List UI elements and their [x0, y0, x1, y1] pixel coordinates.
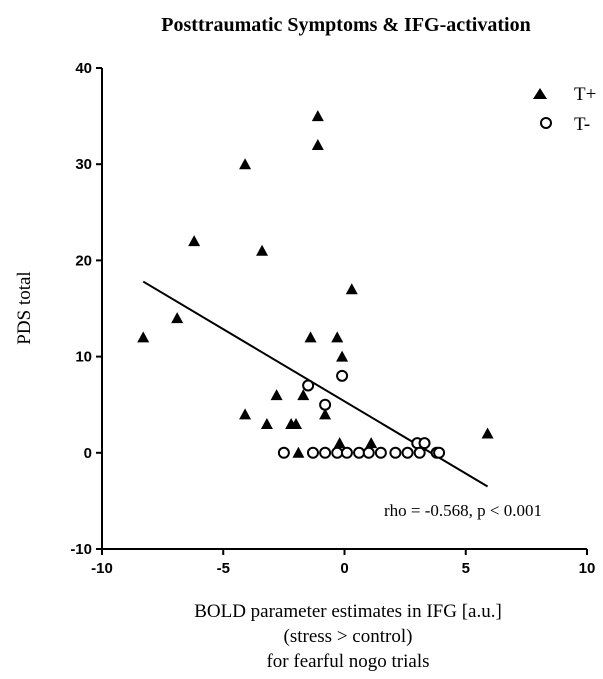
point-t-minus — [302, 379, 315, 392]
y-tick-label: 40 — [75, 60, 92, 77]
point-t-plus — [304, 331, 317, 343]
point-t-plus — [239, 408, 252, 420]
legend: T+ T- — [533, 84, 596, 135]
point-t-minus — [336, 369, 349, 382]
point-t-plus — [331, 331, 344, 343]
legend-triangle-marker — [533, 88, 547, 99]
point-t-minus — [413, 446, 426, 459]
correlation-annotation: rho = -0.568, p < 0.001 — [384, 501, 542, 520]
point-t-plus — [256, 244, 269, 256]
y-tick-label: 20 — [75, 252, 92, 269]
point-t-plus — [345, 283, 358, 295]
legend-label-t-minus: T- — [574, 114, 590, 135]
point-t-plus — [481, 427, 494, 439]
point-t-plus — [297, 389, 310, 401]
point-t-minus — [319, 446, 332, 459]
regression-line — [142, 280, 489, 488]
y-axis-label: PDS total — [14, 271, 35, 344]
point-t-minus — [401, 446, 414, 459]
point-t-plus — [333, 437, 346, 449]
point-t-minus — [277, 446, 290, 459]
point-t-plus — [290, 417, 302, 429]
point-t-plus — [319, 408, 332, 420]
point-t-minus — [374, 446, 387, 459]
y-tick-label: -10 — [70, 541, 92, 558]
x-axis-ticks: -10 -5 0 5 10 — [91, 549, 595, 577]
x-axis-label-line-3: for fearful nogo trials — [266, 651, 429, 672]
data-points — [137, 110, 494, 459]
point-t-minus — [389, 446, 402, 459]
point-t-plus — [336, 350, 349, 362]
point-t-plus — [260, 417, 273, 429]
point-t-minus — [331, 446, 344, 459]
x-tick-label: 5 — [462, 560, 470, 577]
y-axis-ticks: -10 0 10 20 30 40 — [70, 60, 102, 558]
x-axis-label-line-2: (stress > control) — [284, 626, 413, 647]
y-tick-label: 10 — [75, 349, 92, 366]
y-tick-label: 30 — [75, 156, 92, 173]
point-t-minus — [319, 398, 332, 411]
x-tick-label: -10 — [91, 560, 113, 577]
x-axis-label-line-1: BOLD parameter estimates in IFG [a.u.] — [194, 601, 502, 622]
legend-label-t-plus: T+ — [574, 84, 596, 105]
point-t-minus — [353, 446, 366, 459]
point-t-plus — [311, 110, 324, 122]
point-t-plus — [311, 138, 324, 150]
chart-title: Posttraumatic Symptoms & IFG-activation — [161, 14, 530, 36]
point-t-plus — [188, 235, 201, 247]
point-t-plus — [171, 312, 184, 324]
point-t-plus — [137, 331, 150, 343]
point-t-minus — [362, 446, 375, 459]
plot-area: -10 0 10 20 30 40 -10 -5 0 5 10 — [70, 60, 595, 577]
point-t-plus — [239, 158, 252, 170]
point-t-plus — [270, 389, 283, 401]
x-tick-label: 10 — [579, 560, 596, 577]
x-tick-label: 0 — [340, 560, 348, 577]
point-t-minus — [433, 446, 446, 459]
point-t-plus — [292, 446, 305, 458]
y-tick-label: 0 — [84, 445, 92, 462]
x-tick-label: -5 — [217, 560, 230, 577]
legend-circle-marker — [540, 117, 552, 129]
point-t-minus — [306, 446, 319, 459]
point-t-minus — [340, 446, 353, 459]
point-t-plus — [365, 437, 378, 449]
point-t-minus — [418, 437, 431, 450]
